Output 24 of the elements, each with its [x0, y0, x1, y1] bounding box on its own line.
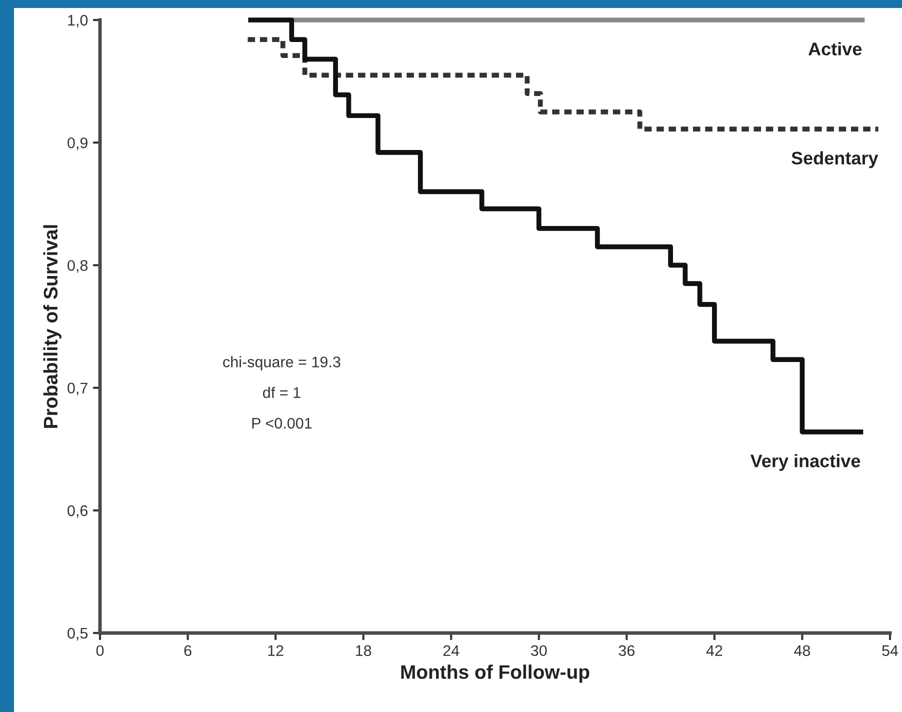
y-tick-label: 0,8: [68, 260, 88, 273]
annotation: chi-square = 19.3: [223, 356, 340, 370]
annotation: df = 1: [263, 386, 300, 398]
x-tick-label: 42: [706, 645, 722, 656]
y-axis-title: Probability of Survival: [43, 225, 62, 428]
x-tick-label: 30: [530, 645, 547, 656]
x-tick-label: 6: [184, 645, 192, 656]
x-tick-label: 12: [268, 645, 284, 656]
y-tick-label: 0,9: [68, 137, 88, 150]
annotation: P <0.001: [252, 418, 312, 429]
x-tick-label: 18: [356, 645, 372, 656]
x-axis-title: Months of Follow-up: [401, 664, 590, 683]
x-tick-label: 24: [443, 645, 460, 656]
series-label: Very inactive: [750, 454, 860, 471]
y-tick-label: 0,5: [68, 628, 88, 640]
x-tick-label: 54: [882, 645, 898, 656]
y-tick-label: 1,0: [68, 14, 88, 28]
y-tick-label: 0,6: [68, 505, 88, 518]
x-tick-label: 0: [96, 645, 104, 656]
y-tick-label: 0,7: [68, 382, 88, 396]
x-tick-label: 48: [794, 645, 810, 656]
series-label: Sedentary: [792, 151, 878, 168]
x-tick-label: 36: [618, 645, 634, 656]
series-label: Active: [808, 42, 862, 56]
